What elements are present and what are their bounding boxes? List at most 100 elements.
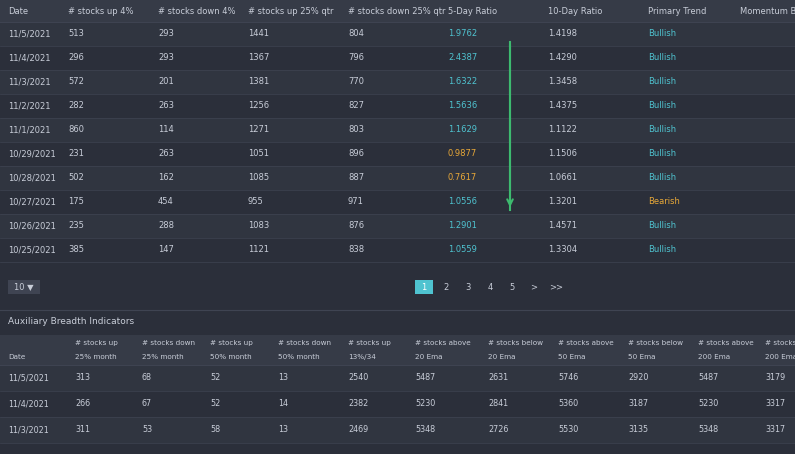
Text: 0.9877: 0.9877 [448,149,477,158]
Text: 896: 896 [348,149,364,158]
Text: Bullish: Bullish [648,149,676,158]
Text: 5487: 5487 [415,374,435,383]
Text: 50% month: 50% month [278,354,320,360]
Text: 827: 827 [348,102,364,110]
Bar [0,22,795,46]
Text: Date: Date [8,354,25,360]
Text: 1381: 1381 [248,78,270,87]
Bar [0,94,795,118]
Text: Primary Trend: Primary Trend [648,6,707,15]
Text: 5360: 5360 [558,400,578,409]
Bar [0,335,795,365]
Text: 200 Ema: 200 Ema [765,354,795,360]
Text: 1.4571: 1.4571 [548,222,577,231]
Bar [0,391,795,417]
Bar [0,70,795,94]
Text: 296: 296 [68,54,84,63]
Text: 860: 860 [68,125,84,134]
Text: 5230: 5230 [415,400,435,409]
Text: 5746: 5746 [558,374,578,383]
Text: 1051: 1051 [248,149,269,158]
Text: 313: 313 [75,374,90,383]
Text: 1.6322: 1.6322 [448,78,477,87]
Text: # stocks down 4%: # stocks down 4% [158,6,235,15]
Text: 1.1506: 1.1506 [548,149,577,158]
Text: 5348: 5348 [698,425,718,434]
Text: 971: 971 [348,197,364,207]
Text: 162: 162 [158,173,174,183]
Text: 11/4/2021: 11/4/2021 [8,400,48,409]
Text: # stocks above: # stocks above [698,340,754,346]
Text: 20 Ema: 20 Ema [415,354,443,360]
Text: 4: 4 [487,282,493,291]
Bar [0,238,795,262]
Text: 147: 147 [158,246,174,255]
Bar [0,214,795,238]
Text: 50 Ema: 50 Ema [558,354,585,360]
Bar [0,0,795,22]
Text: 20 Ema: 20 Ema [488,354,515,360]
Text: 2920: 2920 [628,374,649,383]
Text: 2469: 2469 [348,425,368,434]
Text: 266: 266 [75,400,90,409]
Bar [0,190,795,214]
Text: 11/5/2021: 11/5/2021 [8,374,48,383]
Text: 13: 13 [278,374,288,383]
Text: # stocks down: # stocks down [142,340,195,346]
Text: # stocks down: # stocks down [278,340,331,346]
Text: 796: 796 [348,54,364,63]
Text: 52: 52 [210,374,220,383]
Text: 50% month: 50% month [210,354,252,360]
Text: 25% month: 25% month [75,354,117,360]
Text: 13%/34: 13%/34 [348,354,376,360]
Text: 454: 454 [158,197,174,207]
Text: 10/28/2021: 10/28/2021 [8,173,56,183]
Text: Bullish: Bullish [648,102,676,110]
Text: # stocks up: # stocks up [210,340,253,346]
Text: 5530: 5530 [558,425,578,434]
Text: 11/1/2021: 11/1/2021 [8,125,51,134]
Bar [415,280,433,294]
Text: 3317: 3317 [765,425,785,434]
Text: # stocks below: # stocks below [765,340,795,346]
Text: 1.9762: 1.9762 [448,30,477,39]
Text: Date: Date [8,6,28,15]
Bar [0,166,795,190]
Text: 2382: 2382 [348,400,368,409]
Text: 67: 67 [142,400,152,409]
Text: 2540: 2540 [348,374,368,383]
Text: 5487: 5487 [698,374,718,383]
Text: 5: 5 [510,282,514,291]
Text: >>: >> [549,282,563,291]
Text: 955: 955 [248,197,264,207]
Text: 572: 572 [68,78,84,87]
Text: 3179: 3179 [765,374,785,383]
Text: 11/3/2021: 11/3/2021 [8,78,51,87]
Text: 1.3201: 1.3201 [548,197,577,207]
Text: 68: 68 [142,374,152,383]
Bar [8,280,40,294]
Text: 2631: 2631 [488,374,508,383]
Text: 10/27/2021: 10/27/2021 [8,197,56,207]
Text: 2.4387: 2.4387 [448,54,477,63]
Text: 10 ▼: 10 ▼ [14,282,34,291]
Text: 25% month: 25% month [142,354,184,360]
Text: Bearish: Bearish [648,197,680,207]
Text: 293: 293 [158,54,174,63]
Text: 3: 3 [465,282,471,291]
Text: 10/25/2021: 10/25/2021 [8,246,56,255]
Text: 263: 263 [158,102,174,110]
Text: 1.0559: 1.0559 [448,246,477,255]
Text: # stocks up: # stocks up [75,340,118,346]
Text: 1.3458: 1.3458 [548,78,577,87]
Text: Bullish: Bullish [648,222,676,231]
Text: 5230: 5230 [698,400,718,409]
Text: 5348: 5348 [415,425,435,434]
Text: 1: 1 [421,282,427,291]
Text: 803: 803 [348,125,364,134]
Text: 804: 804 [348,30,364,39]
Text: 235: 235 [68,222,84,231]
Text: Bullish: Bullish [648,246,676,255]
Text: 1.2901: 1.2901 [448,222,477,231]
Text: 1.0661: 1.0661 [548,173,577,183]
